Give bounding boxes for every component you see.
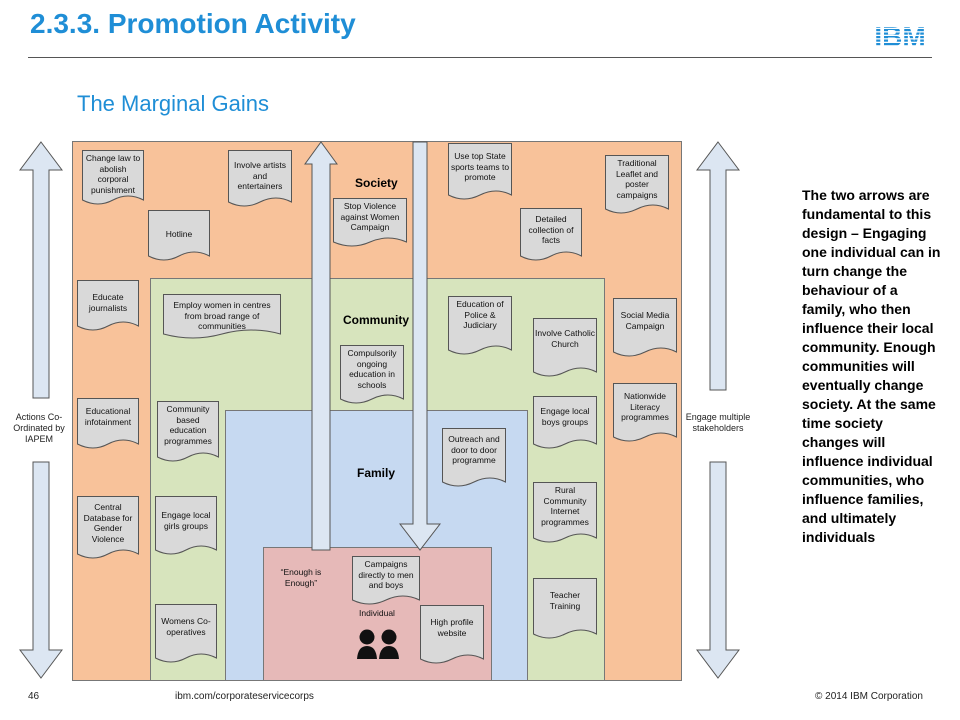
copyright: © 2014 IBM Corporation [815, 691, 923, 702]
doc-label: Traditional Leaflet and poster campaigns [615, 158, 659, 200]
doc-label: Teacher Training [549, 590, 581, 611]
title-divider [28, 57, 932, 58]
right-double-arrow [696, 141, 740, 679]
doc-label: Change law to abolish corporal punishmen… [85, 153, 141, 195]
doc-label: Engage local boys groups [540, 406, 590, 427]
doc-label: Social Media Campaign [620, 310, 670, 331]
doc-label: Central Database for Gender Violence [83, 502, 133, 544]
doc-campaigns-men: Campaigns directly to men and boys [352, 556, 420, 606]
document-shape [77, 280, 139, 331]
doc-top-state-sports: Use top State sports teams to promote [448, 143, 512, 201]
doc-social-media: Social Media Campaign [613, 298, 677, 358]
document-shape [163, 294, 281, 339]
left-double-arrow [19, 141, 63, 679]
document-shape [613, 298, 677, 357]
society-label: Society [355, 176, 398, 190]
doc-rural-internet: Rural Community Internet programmes [533, 482, 597, 544]
doc-label: Stop Violence against Women Campaign [340, 201, 400, 232]
doc-hotline: Hotline [148, 210, 210, 262]
doc-label: Nationwide Literacy programmes [621, 391, 669, 422]
doc-engage-boys: Engage local boys groups [533, 396, 597, 450]
upward-arrow [304, 141, 338, 551]
left-arrow-label: Actions Co-Ordinated by IAPEM [13, 412, 65, 444]
slide-title: 2.3.3. Promotion Activity [30, 8, 356, 39]
doc-label: Education of Police & Judiciary [456, 299, 504, 330]
doc-label: Hotline [165, 229, 193, 239]
doc-label: Involve Catholic Church [535, 328, 596, 349]
doc-stop-violence: Stop Violence against Women Campaign [333, 198, 407, 250]
document-shape [533, 318, 597, 377]
document-shape [148, 210, 210, 261]
document-shape [613, 383, 677, 442]
document-shape [605, 155, 669, 214]
community-label: Community [343, 313, 409, 327]
family-label: Family [357, 466, 396, 480]
ibm-logo-text: IBM [874, 22, 925, 50]
doc-compulsory-education: Compulsorily ongoing education in school… [340, 345, 404, 405]
doc-label: Campaigns directly to men and boys [358, 559, 414, 590]
individual-label: Individual [359, 608, 395, 618]
doc-central-database: Central Database for Gender Violence [77, 496, 139, 560]
doc-label: Involve artists and entertainers [234, 160, 286, 191]
doc-outreach: Outreach and door to door programme [442, 428, 506, 488]
document-shape [333, 198, 407, 247]
footer-url[interactable]: ibm.com/corporateservicecorps [175, 691, 314, 702]
document-shape [448, 296, 512, 355]
doc-educational-infotainment: Educational infotainment [77, 398, 139, 450]
doc-label: Employ women in centres from broad range… [173, 300, 271, 331]
ibm-logo: IBM [874, 22, 925, 50]
downward-arrow [398, 141, 442, 551]
document-shape [533, 482, 597, 543]
doc-teacher-training: Teacher Training [533, 578, 597, 640]
document-shape [448, 143, 512, 200]
doc-educate-journalists: Educate journalists [77, 280, 139, 332]
document-shape [155, 604, 217, 663]
document-shape [77, 496, 139, 559]
doc-change-law: Change law to abolish corporal punishmen… [82, 150, 144, 208]
document-shape [155, 496, 217, 555]
document-shape [82, 150, 144, 205]
document-shape [340, 345, 404, 404]
doc-engage-girls: Engage local girls groups [155, 496, 217, 556]
explanation-text: The two arrows are fundamental to this d… [802, 187, 941, 545]
document-shape [228, 150, 292, 207]
document-shape [420, 605, 484, 664]
doc-label: Womens Co-operatives [161, 616, 211, 637]
doc-label: Engage local girls groups [161, 510, 211, 531]
doc-label: Compulsorily ongoing education in school… [347, 348, 397, 390]
right-arrow-label: Engage multiple stakeholders [685, 412, 751, 433]
doc-label: Educational infotainment [84, 406, 132, 427]
doc-womens-coops: Womens Co-operatives [155, 604, 217, 664]
document-shape [77, 398, 139, 449]
doc-label: Rural Community Internet programmes [541, 485, 589, 527]
document-shape [157, 401, 219, 462]
enough-quote: “Enough is Enough” [280, 567, 322, 588]
doc-employ-women: Employ women in centres from broad range… [163, 294, 281, 340]
doc-label: Educate journalists [88, 292, 128, 313]
doc-involve-artists: Involve artists and entertainers [228, 150, 292, 208]
people-icon [357, 629, 399, 659]
doc-involve-catholic: Involve Catholic Church [533, 318, 597, 378]
doc-community-education: Community based education programmes [157, 401, 219, 463]
document-shape [533, 396, 597, 449]
doc-traditional-leaflet: Traditional Leaflet and poster campaigns [605, 155, 669, 215]
doc-label: Outreach and door to door programme [448, 434, 500, 465]
doc-label: Detailed collection of facts [528, 214, 574, 245]
doc-label: High profile website [430, 617, 474, 638]
document-shape [352, 556, 420, 605]
slide-subtitle: The Marginal Gains [77, 91, 269, 116]
doc-detailed-collection: Detailed collection of facts [520, 208, 582, 262]
document-shape [533, 578, 597, 639]
document-shape [442, 428, 506, 487]
page-number: 46 [28, 691, 40, 702]
doc-label: Community based education programmes [164, 404, 212, 446]
document-shape [520, 208, 582, 261]
doc-nationwide-literacy: Nationwide Literacy programmes [613, 383, 677, 443]
doc-education-police: Education of Police & Judiciary [448, 296, 512, 356]
doc-high-profile: High profile website [420, 605, 484, 665]
doc-label: Use top State sports teams to promote [450, 151, 510, 182]
